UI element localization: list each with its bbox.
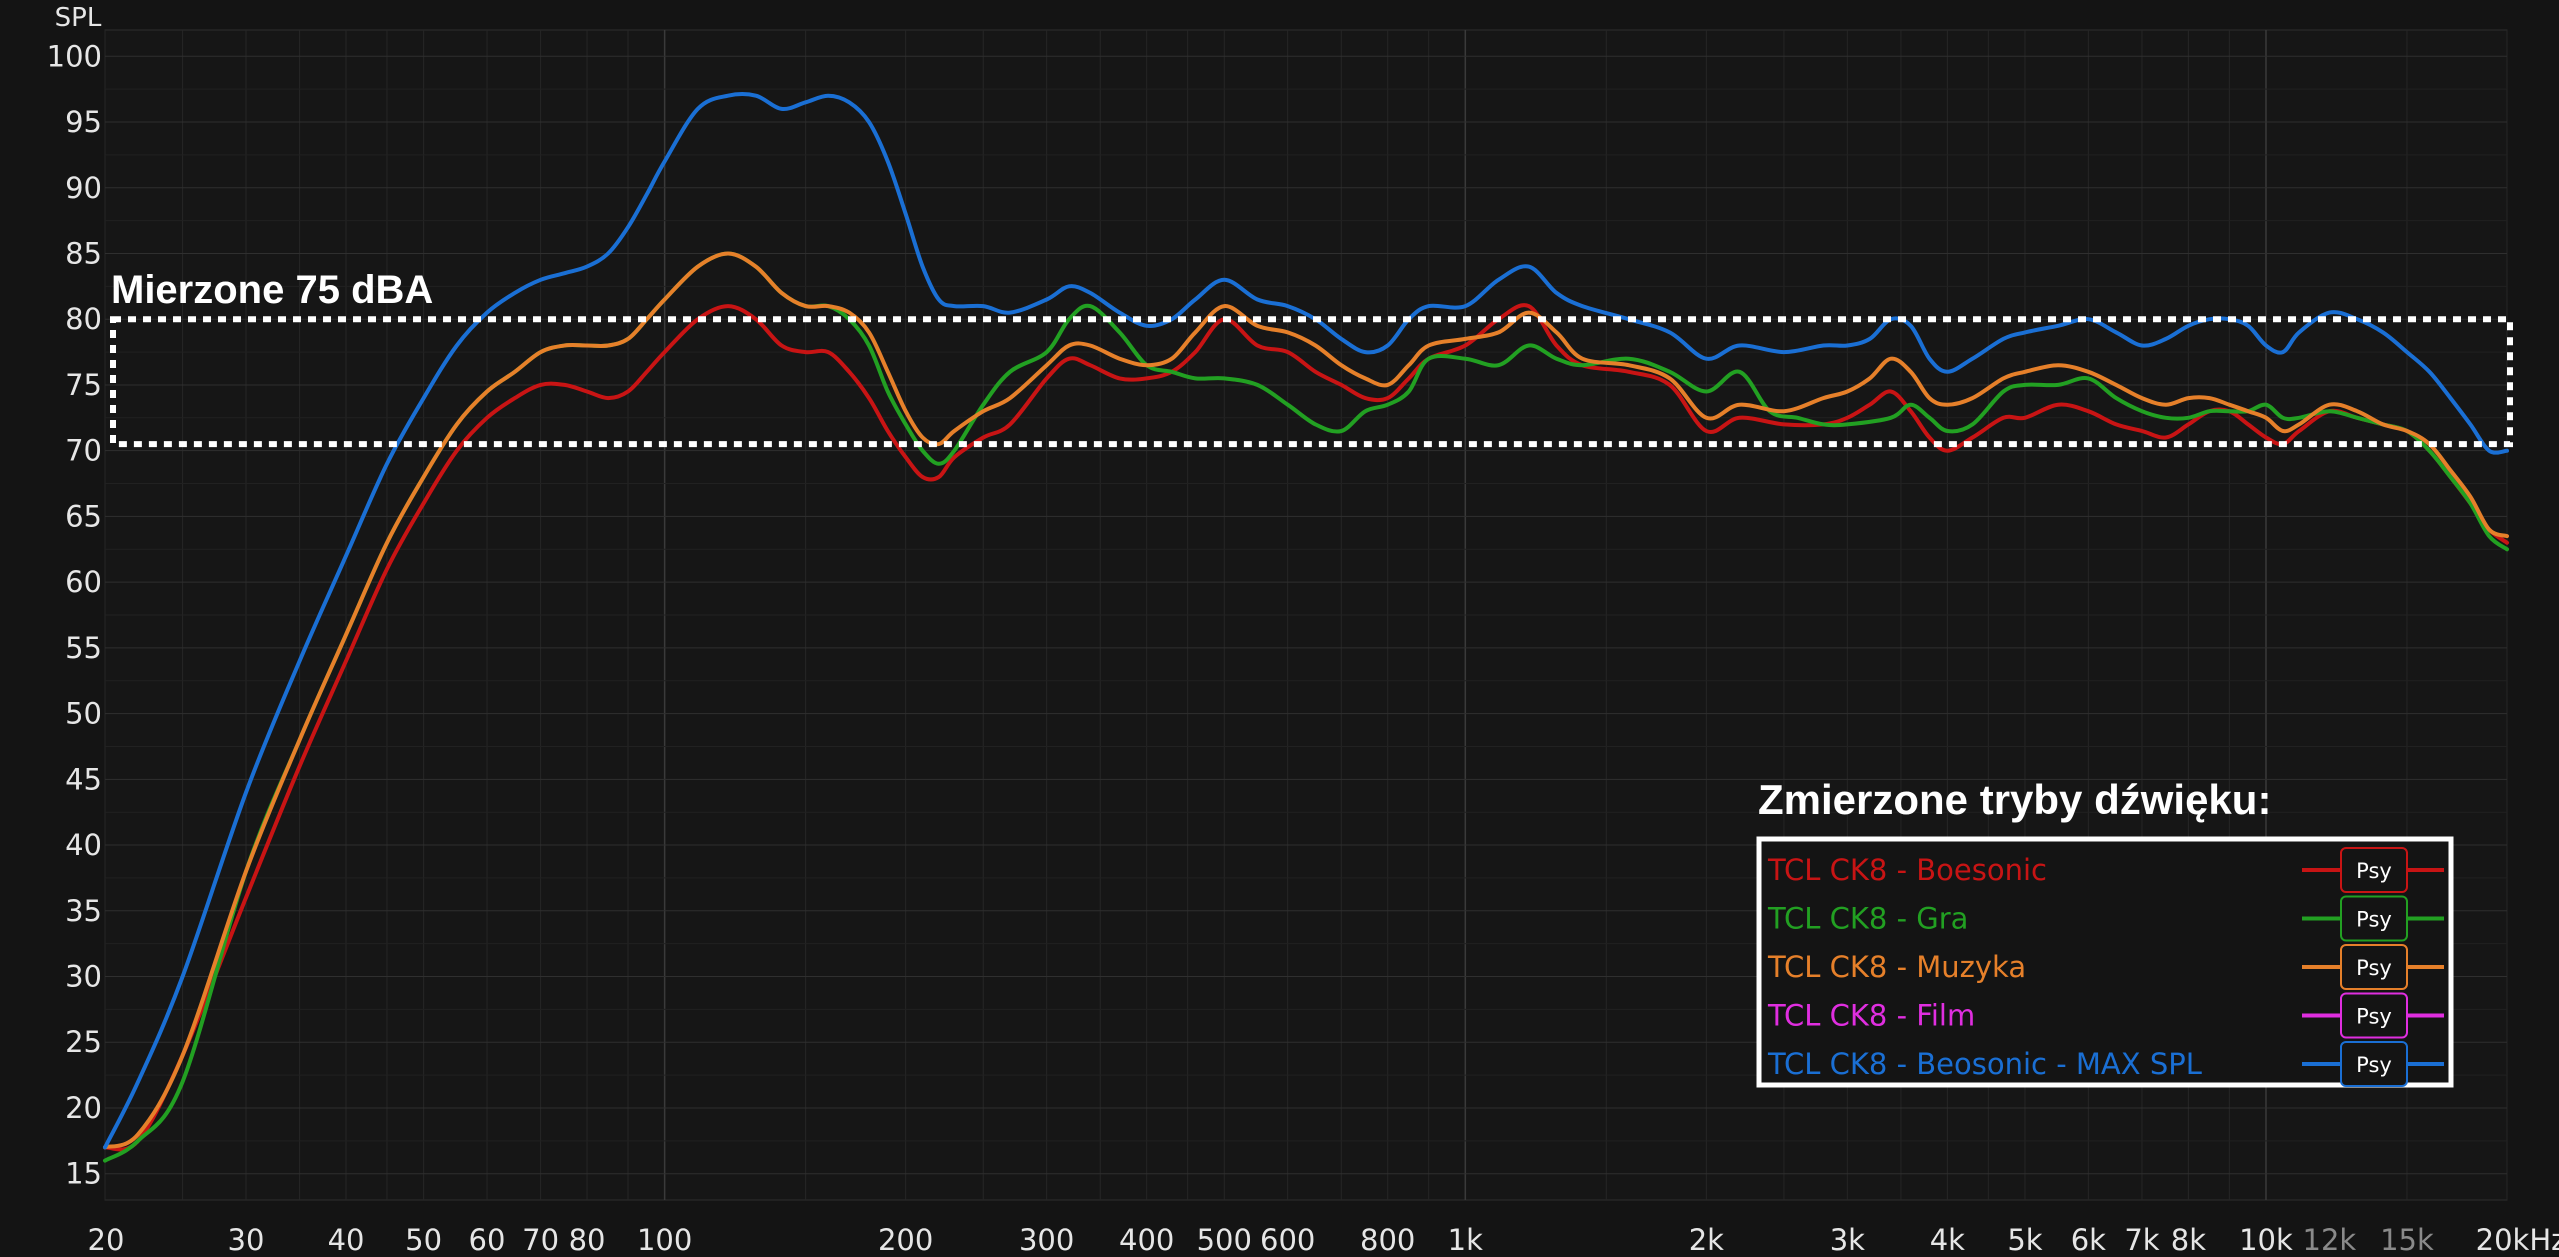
y-tick-label: 75 (65, 368, 102, 402)
y-tick-label: 40 (65, 828, 102, 862)
x-tick-label: 20 (88, 1223, 125, 1257)
x-tick-label: 600 (1260, 1223, 1315, 1257)
legend-item-3: TCL CK8 - Muzyka Psy (1767, 944, 2444, 990)
psy-button[interactable]: Psy (2340, 1041, 2408, 1087)
y-tick-label: 50 (65, 697, 102, 731)
y-tick-label: 70 (65, 434, 102, 468)
y-tick-label: 65 (65, 499, 102, 533)
x-tick-label: 3k (1830, 1223, 1865, 1257)
x-tick-label: 7k (2124, 1223, 2159, 1257)
psy-button[interactable]: Psy (2340, 992, 2408, 1039)
series-line-1 (103, 303, 2509, 1152)
legend-item-label: TCL CK8 - Film (1767, 999, 1975, 1033)
psy-button-frame (2340, 895, 2408, 942)
psy-button-frame (2340, 847, 2408, 893)
legend-item-2: TCL CK8 - Gra Psy (1767, 895, 2444, 942)
annotation-label: Mierzone 75 dBA (111, 268, 433, 312)
x-tick-label: 1k (1448, 1223, 1483, 1257)
x-axis-ticks: 20 30 40 50 60 70 80 100 200 300 400 500 600 800 1k 2k 3… (88, 1223, 2559, 1257)
series-line-3 (103, 251, 2509, 1150)
series-lines (103, 92, 2509, 1163)
x-tick-label: 5k (2007, 1223, 2042, 1257)
x-tick-label: 500 (1197, 1223, 1252, 1257)
y-tick-label: 55 (65, 631, 102, 665)
y-axis-label: SPL (55, 3, 102, 33)
x-tick-label: 70 (522, 1223, 559, 1257)
x-tick-label: 60 (469, 1223, 506, 1257)
y-tick-label: 100 (47, 39, 102, 73)
legend-item-label: TCL CK8 - Muzyka (1767, 950, 2026, 984)
x-tick-label: 800 (1360, 1223, 1415, 1257)
legend-item-label: TCL CK8 - Beosonic - MAX SPL (1767, 1047, 2202, 1081)
x-tick-label: 300 (1019, 1223, 1074, 1257)
y-tick-label: 85 (65, 236, 102, 270)
x-tick-label: 4k (1930, 1223, 1965, 1257)
x-tick-label: 30 (228, 1223, 265, 1257)
psy-button-frame (2340, 944, 2408, 990)
x-tick-label: 12k (2303, 1223, 2357, 1257)
y-tick-label: 15 (65, 1157, 102, 1191)
x-tick-label: 80 (569, 1223, 606, 1257)
psy-button-frame (2340, 1041, 2408, 1087)
x-tick-label: 100 (637, 1223, 692, 1257)
x-tick-label: 8k (2171, 1223, 2206, 1257)
y-tick-label: 95 (65, 105, 102, 139)
psy-button[interactable]: Psy (2340, 847, 2408, 893)
psy-button-label: Psy (2356, 859, 2392, 883)
x-tick-label: 15k (2380, 1223, 2434, 1257)
y-tick-label: 20 (65, 1091, 102, 1125)
legend-item-5: TCL CK8 - Beosonic - MAX SPL Psy (1767, 1041, 2444, 1087)
legend: Zmierzone tryby dźwięku: TCL CK8 - Boeso… (1756, 776, 2454, 1088)
psy-button[interactable]: Psy (2340, 944, 2408, 990)
y-tick-label: 45 (65, 762, 102, 796)
series-line-5 (103, 92, 2509, 1150)
legend-item-1: TCL CK8 - Boesonic Psy (1767, 847, 2444, 893)
x-tick-label: 6k (2071, 1223, 2106, 1257)
y-axis-ticks: 15 20 25 30 35 40 45 50 55 60 65 70 75 80 85 90 95 100 (47, 39, 102, 1190)
psy-button-label: Psy (2356, 956, 2392, 980)
legend-item-label: TCL CK8 - Gra (1767, 902, 1968, 936)
psy-button-frame (2340, 992, 2408, 1039)
y-tick-label: 35 (65, 894, 102, 928)
y-tick-label: 80 (65, 302, 102, 336)
x-tick-label: 50 (405, 1223, 442, 1257)
legend-title: Zmierzone tryby dźwięku: (1758, 776, 2271, 823)
legend-box (1756, 836, 2454, 1088)
x-tick-label: 400 (1119, 1223, 1174, 1257)
x-tick-label: 10k (2239, 1223, 2293, 1257)
y-tick-label: 25 (65, 1025, 102, 1059)
legend-item-label: TCL CK8 - Boesonic (1767, 853, 2047, 887)
psy-button-label: Psy (2356, 1053, 2392, 1077)
x-tick-label: 200 (878, 1223, 933, 1257)
y-tick-label: 60 (65, 565, 102, 599)
psy-button-label: Psy (2356, 908, 2392, 932)
x-tick-label: 20kHz (2476, 1223, 2559, 1257)
psy-button[interactable]: Psy (2340, 895, 2408, 942)
y-tick-label: 30 (65, 960, 102, 994)
annotation: Mierzone 75 dBA (110, 268, 2513, 448)
psy-button-label: Psy (2356, 1005, 2392, 1029)
y-tick-label: 90 (65, 171, 102, 205)
x-tick-label: 2k (1689, 1223, 1724, 1257)
target-range-box (110, 316, 2513, 448)
legend-item-4: TCL CK8 - Film Psy (1767, 992, 2444, 1039)
x-tick-label: 40 (328, 1223, 365, 1257)
